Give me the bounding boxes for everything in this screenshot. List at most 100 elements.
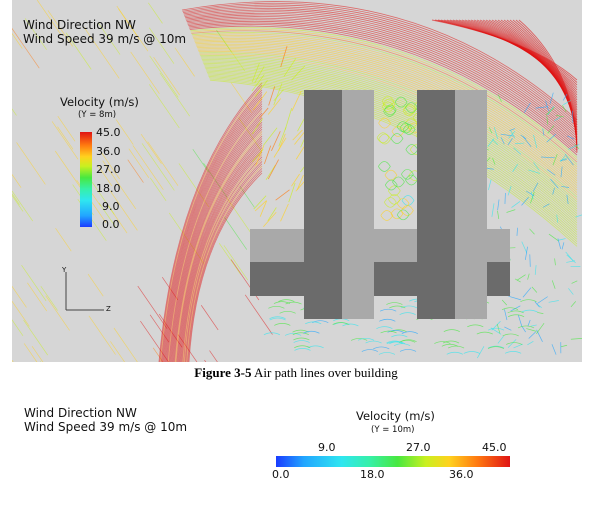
streamline	[158, 82, 263, 362]
streamline	[27, 282, 48, 312]
streamline	[263, 127, 278, 146]
streamline	[169, 114, 263, 362]
streamline	[552, 187, 555, 195]
streamline	[390, 208, 404, 220]
streamline	[393, 343, 411, 346]
streamline	[183, 6, 578, 128]
streamline	[522, 135, 532, 147]
streamline	[182, 2, 578, 123]
streamline	[501, 307, 519, 311]
streamline	[293, 337, 310, 341]
streamline	[497, 199, 500, 211]
streamline	[342, 323, 359, 327]
streamline	[127, 159, 144, 183]
streamline	[149, 55, 179, 98]
streamline	[388, 193, 401, 205]
streamline	[563, 100, 571, 106]
streamline	[516, 274, 526, 281]
figure-caption-text: Air path lines over building	[251, 365, 398, 380]
streamline	[551, 344, 557, 355]
streamline	[201, 57, 578, 207]
bottom-legend-tick-bottom: 36.0	[449, 468, 474, 481]
streamline	[185, 163, 263, 362]
streamline	[254, 80, 268, 97]
streamline	[529, 228, 535, 235]
streamline	[517, 314, 523, 327]
streamline	[390, 133, 404, 144]
streamline	[551, 280, 556, 289]
streamline	[292, 332, 309, 336]
streamline	[251, 118, 264, 135]
streamline	[534, 265, 537, 275]
streamline	[88, 315, 116, 355]
streamline	[198, 50, 578, 196]
streamline	[507, 314, 525, 318]
bottom-legend-tick-bottom: 18.0	[360, 468, 385, 481]
streamline	[373, 346, 390, 350]
streamline	[137, 285, 168, 329]
streamline	[159, 72, 190, 117]
top-legend-title: Velocity (m/s)	[60, 95, 139, 109]
axis-label-vertical: Y	[62, 266, 67, 274]
streamline	[533, 134, 538, 148]
streamline	[401, 168, 414, 180]
top-legend-tick: 0.0	[102, 218, 120, 231]
streamline	[381, 95, 395, 107]
streamline	[207, 73, 578, 235]
streamline	[396, 121, 410, 132]
streamline	[180, 149, 263, 362]
streamline	[173, 128, 263, 362]
streamline	[279, 310, 296, 314]
streamline	[447, 345, 465, 349]
streamline	[12, 300, 30, 327]
streamline	[293, 340, 310, 343]
streamline	[171, 121, 263, 362]
streamline	[530, 191, 534, 200]
streamline	[174, 131, 263, 362]
streamline	[294, 345, 311, 349]
streamline	[176, 135, 263, 362]
streamline	[399, 349, 417, 352]
streamline	[401, 195, 415, 206]
streamline	[520, 134, 527, 140]
top-title: Wind Direction NW Wind Speed 39 m/s @ 10…	[23, 18, 186, 46]
streamline	[218, 243, 242, 275]
streamline	[273, 89, 284, 102]
streamline	[527, 319, 531, 327]
streamline	[268, 305, 285, 309]
streamline	[376, 326, 393, 329]
streamline	[267, 159, 279, 180]
streamline	[152, 347, 164, 362]
streamline	[572, 110, 574, 123]
streamline	[386, 302, 403, 305]
bottom-legend-title: Velocity (m/s)	[356, 409, 435, 423]
bottom-legend-tick-top: 9.0	[318, 441, 336, 454]
streamline	[476, 331, 493, 335]
streamline	[542, 128, 545, 136]
streamline	[365, 340, 382, 344]
streamline	[190, 27, 578, 158]
streamline	[197, 48, 578, 191]
figure-caption: Figure 3-5 Air path lines over building	[0, 365, 592, 381]
streamline	[378, 117, 391, 129]
streamline	[557, 238, 562, 249]
streamline	[223, 245, 249, 281]
streamline	[384, 169, 398, 181]
streamline	[568, 288, 574, 295]
streamline	[514, 278, 521, 283]
streamline	[206, 70, 578, 231]
streamline	[467, 324, 484, 328]
streamline	[566, 260, 576, 263]
streamline	[259, 107, 269, 119]
streamline	[12, 285, 27, 308]
streamline	[273, 83, 283, 106]
streamline	[506, 342, 523, 345]
streamline	[562, 104, 567, 112]
bottom-title: Wind Direction NW Wind Speed 39 m/s @ 10…	[24, 406, 187, 434]
streamline	[263, 211, 277, 228]
streamline	[507, 339, 517, 348]
streamline	[518, 19, 578, 153]
streamline	[516, 227, 518, 236]
streamline	[521, 326, 526, 333]
streamline	[187, 168, 263, 362]
